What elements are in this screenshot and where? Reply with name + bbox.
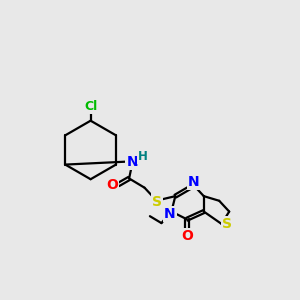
Text: H: H [138,150,148,163]
Text: O: O [106,178,118,192]
Text: Cl: Cl [84,100,97,113]
Text: S: S [222,217,232,231]
Text: N: N [164,207,176,221]
Text: S: S [152,195,162,208]
Text: N: N [188,175,200,189]
Text: O: O [181,229,193,243]
Text: N: N [126,154,138,169]
